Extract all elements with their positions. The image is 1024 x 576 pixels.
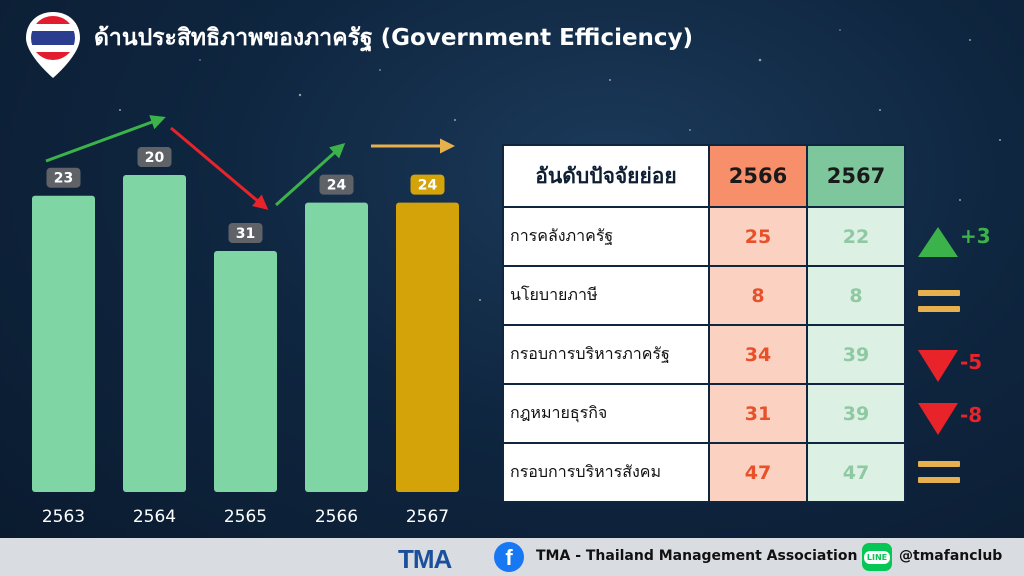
- value-label: 24: [327, 178, 347, 194]
- category-label: 2566: [315, 507, 358, 527]
- row-value-2566: 25: [708, 206, 808, 267]
- trend-indicator-flat: [918, 281, 1008, 321]
- row-label: กฎหมายธุรกิจ: [502, 383, 710, 444]
- row-value-2566: 47: [708, 442, 808, 503]
- value-label: 23: [54, 171, 73, 187]
- row-value-2566: 31: [708, 383, 808, 444]
- row-label: กรอบการบริหารภาครัฐ: [502, 324, 710, 385]
- bar-chart: 23 2563 20 2564 31 2565 24 2566 24 2567: [32, 115, 459, 527]
- trend-indicator-down: -8: [918, 399, 1008, 439]
- table-row: กรอบการบริหารภาครัฐ 34 39: [502, 324, 906, 385]
- triangle-up-icon: [918, 227, 958, 257]
- table-row: การคลังภาครัฐ 25 22: [502, 206, 906, 267]
- trend-indicator-up: +3: [918, 222, 1008, 262]
- trend-indicator-down: -5: [918, 346, 1008, 386]
- row-label: กรอบการบริหารสังคม: [502, 442, 710, 503]
- social-handle: @tmafanclub: [899, 548, 1003, 564]
- bar: [214, 251, 277, 492]
- category-label: 2564: [133, 507, 176, 527]
- value-label-badge: [319, 174, 354, 195]
- value-label-badge: [410, 174, 445, 195]
- value-label-badge: [137, 147, 172, 167]
- line-icon[interactable]: LINE: [862, 543, 892, 571]
- line-icon-text: LINE: [863, 550, 891, 564]
- facebook-icon[interactable]: f: [494, 542, 524, 572]
- tma-logo-text: TMA: [398, 544, 452, 574]
- table-row: กฎหมายธุรกิจ 31 39: [502, 383, 906, 444]
- value-label-badge: [228, 223, 263, 243]
- header-label: อันดับปัจจัยย่อย: [502, 144, 710, 208]
- sub-factor-ranking-table: อันดับปัจจัยย่อย 2566 2567 การคลังภาครัฐ…: [502, 144, 906, 503]
- trend-arrow-down: [170, 126, 269, 210]
- row-value-2567: 39: [806, 383, 906, 444]
- page-title: ด้านประสิทธิภาพของภาครัฐ (Government Eff…: [94, 25, 694, 51]
- bar: [305, 202, 368, 493]
- header-year-2566: 2566: [708, 144, 808, 208]
- trend-indicator-flat: [918, 452, 1008, 492]
- value-label-badge: [46, 167, 81, 188]
- trend-arrow-up: [45, 115, 166, 163]
- bar: [396, 202, 459, 493]
- rank-change: -8: [960, 403, 983, 427]
- thailand-flag-pin-icon: [26, 12, 80, 78]
- organization-name: TMA - Thailand Management Association: [536, 548, 858, 564]
- equals-icon: [918, 459, 960, 485]
- table-row: กรอบการบริหารสังคม 47 47: [502, 442, 906, 503]
- header-year-2567: 2567: [806, 144, 906, 208]
- triangle-down-icon: [918, 403, 958, 435]
- row-label: การคลังภาครัฐ: [502, 206, 710, 267]
- bar: [123, 175, 186, 492]
- equals-icon: [918, 288, 960, 314]
- row-value-2566: 34: [708, 324, 808, 385]
- value-label: 31: [236, 226, 255, 242]
- value-label: 24: [418, 178, 438, 194]
- rank-change: +3: [960, 224, 991, 248]
- category-label: 2563: [42, 507, 85, 527]
- table-row: นโยบายภาษี 8 8: [502, 265, 906, 326]
- value-label: 20: [145, 150, 165, 166]
- table-header-row: อันดับปัจจัยย่อย 2566 2567: [502, 144, 906, 208]
- footer-bar: TMA f TMA - Thailand Management Associat…: [0, 538, 1024, 576]
- header: ด้านประสิทธิภาพของภาครัฐ (Government Eff…: [22, 10, 693, 80]
- rank-change: -5: [960, 350, 983, 374]
- category-label: 2565: [224, 507, 267, 527]
- row-value-2567: 47: [806, 442, 906, 503]
- row-value-2566: 8: [708, 265, 808, 326]
- bar: [32, 195, 95, 492]
- row-value-2567: 22: [806, 206, 906, 267]
- trend-arrow-up: [274, 142, 346, 207]
- tma-logo: TMA: [398, 544, 452, 575]
- row-value-2567: 39: [806, 324, 906, 385]
- triangle-down-icon: [918, 350, 958, 382]
- row-value-2567: 8: [806, 265, 906, 326]
- category-label: 2567: [406, 507, 449, 527]
- row-label: นโยบายภาษี: [502, 265, 710, 326]
